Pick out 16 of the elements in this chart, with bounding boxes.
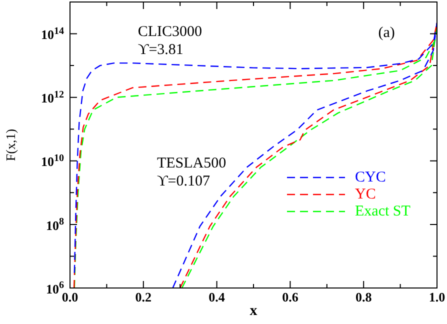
legend-label: CYC <box>355 169 386 186</box>
x-tick-label: 1.0 <box>428 289 446 304</box>
annotation: ϒ=3.81 <box>138 42 184 58</box>
x-tick-label: 0.0 <box>62 289 78 304</box>
annotation: TESLA500 <box>156 156 226 172</box>
legend-label: YC <box>355 186 376 202</box>
x-tick-label: 0.6 <box>282 289 299 304</box>
x-tick-label: 0.8 <box>355 289 372 304</box>
x-axis-title: x <box>250 302 258 319</box>
annotation: CLIC3000 <box>138 24 202 40</box>
x-tick-label: 0.4 <box>208 289 226 304</box>
y-axis-title: F(x,1) <box>3 128 18 162</box>
legend-label: Exact ST <box>355 203 410 220</box>
x-tick-label: 0.2 <box>135 289 152 304</box>
annotation: ϒ=0.107 <box>156 174 211 190</box>
annotation: (a) <box>378 24 395 41</box>
